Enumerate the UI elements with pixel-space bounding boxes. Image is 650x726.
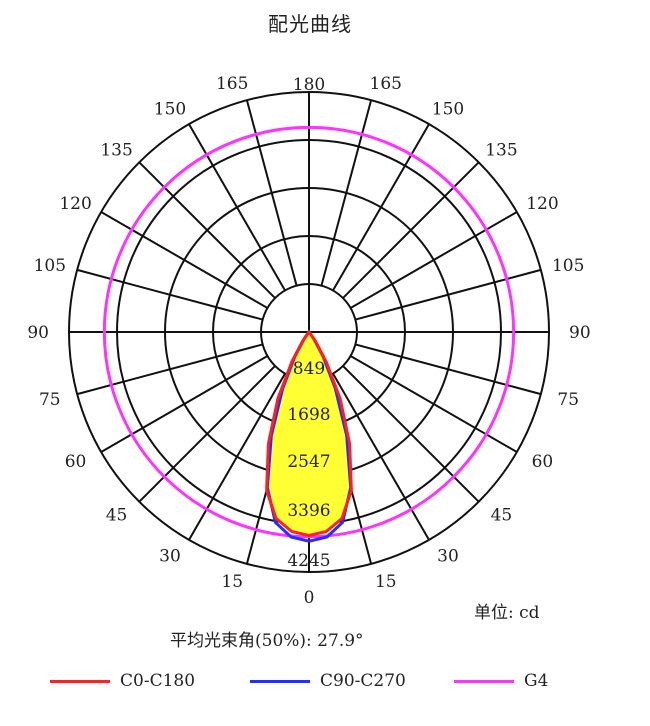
radial-tick-label-4: 3396 — [287, 501, 330, 521]
radial-tick-label-2: 1698 — [287, 405, 330, 425]
radial-tick-label-3: 2547 — [287, 452, 330, 472]
angle-label-right-60: 60 — [532, 452, 554, 472]
radial-tick-label-5: 4245 — [287, 551, 330, 571]
grid-spoke-r75 — [355, 343, 542, 396]
angle-label-right-150: 150 — [432, 100, 464, 120]
grid-spoke-l105 — [76, 268, 263, 321]
grid-spoke-r135 — [342, 161, 480, 299]
legend-swatch-g4 — [454, 679, 514, 683]
angle-label-right-0: 0 — [304, 588, 315, 608]
beam-angle-label: 平均光束角(50%): 27.9° — [170, 631, 364, 651]
angle-label-left-15: 15 — [221, 572, 243, 592]
angle-label-left-120: 120 — [59, 194, 91, 214]
angle-label-left-75: 75 — [39, 390, 61, 410]
chart-title: 配光曲线 — [268, 12, 352, 36]
legend-label-c0-c180: C0-C180 — [120, 671, 196, 691]
grid-spoke-r105 — [355, 268, 542, 321]
grid-spoke-r165 — [320, 99, 373, 286]
angle-label-left-165: 165 — [216, 74, 248, 94]
legend-label-g4: G4 — [524, 671, 549, 691]
angle-label-left-60: 60 — [65, 452, 87, 472]
angle-label-right-90: 90 — [569, 323, 591, 343]
angle-label-left-150: 150 — [154, 100, 186, 120]
grid-spoke-l60 — [100, 355, 268, 453]
angle-label-left-45: 45 — [106, 505, 128, 525]
angle-label-right-15: 15 — [375, 572, 397, 592]
grid-spoke-l30 — [188, 373, 286, 541]
legend-swatch-c0-c180 — [50, 679, 110, 683]
grid-spoke-l165 — [245, 99, 298, 286]
legend-item-g4: G4 — [454, 668, 548, 694]
grid-spoke-l120 — [100, 211, 268, 309]
legend-item-c90-c270: C90-C270 — [250, 668, 406, 694]
legend-label-c90-c270: C90-C270 — [320, 671, 406, 691]
angle-label-right-120: 120 — [526, 194, 558, 214]
grid-spoke-r150 — [332, 123, 430, 291]
angle-label-right-75: 75 — [557, 390, 579, 410]
grid-spoke-l75 — [76, 343, 263, 396]
angle-label-right-45: 45 — [491, 505, 513, 525]
lobe-fill — [266, 332, 352, 536]
angle-label-right-30: 30 — [437, 546, 459, 566]
grid-spoke-l45 — [138, 365, 276, 503]
angle-label-left-135: 135 — [100, 141, 132, 161]
radial-tick-label-1: 849 — [293, 359, 325, 379]
legend-swatch-c90-c270 — [250, 679, 310, 683]
angle-label-left-105: 105 — [34, 256, 66, 276]
angle-label-right-135: 135 — [485, 141, 517, 161]
angle-label-left-30: 30 — [159, 546, 181, 566]
unit-label: 单位: cd — [474, 603, 540, 623]
angle-label-right-165: 165 — [370, 74, 402, 94]
angle-label-left-90: 90 — [27, 323, 49, 343]
angle-label-right-180: 180 — [293, 75, 325, 95]
grid-spoke-l135 — [138, 161, 276, 299]
legend-item-c0-c180: C0-C180 — [50, 668, 195, 694]
series-c0-c180-curve — [265, 329, 353, 538]
grid-spoke-l150 — [188, 123, 286, 291]
angle-label-right-105: 105 — [552, 256, 584, 276]
grid-spoke-r45 — [342, 365, 480, 503]
grid-spoke-r30 — [332, 373, 430, 541]
grid-spoke-r60 — [350, 355, 518, 453]
grid-spoke-r120 — [350, 211, 518, 309]
